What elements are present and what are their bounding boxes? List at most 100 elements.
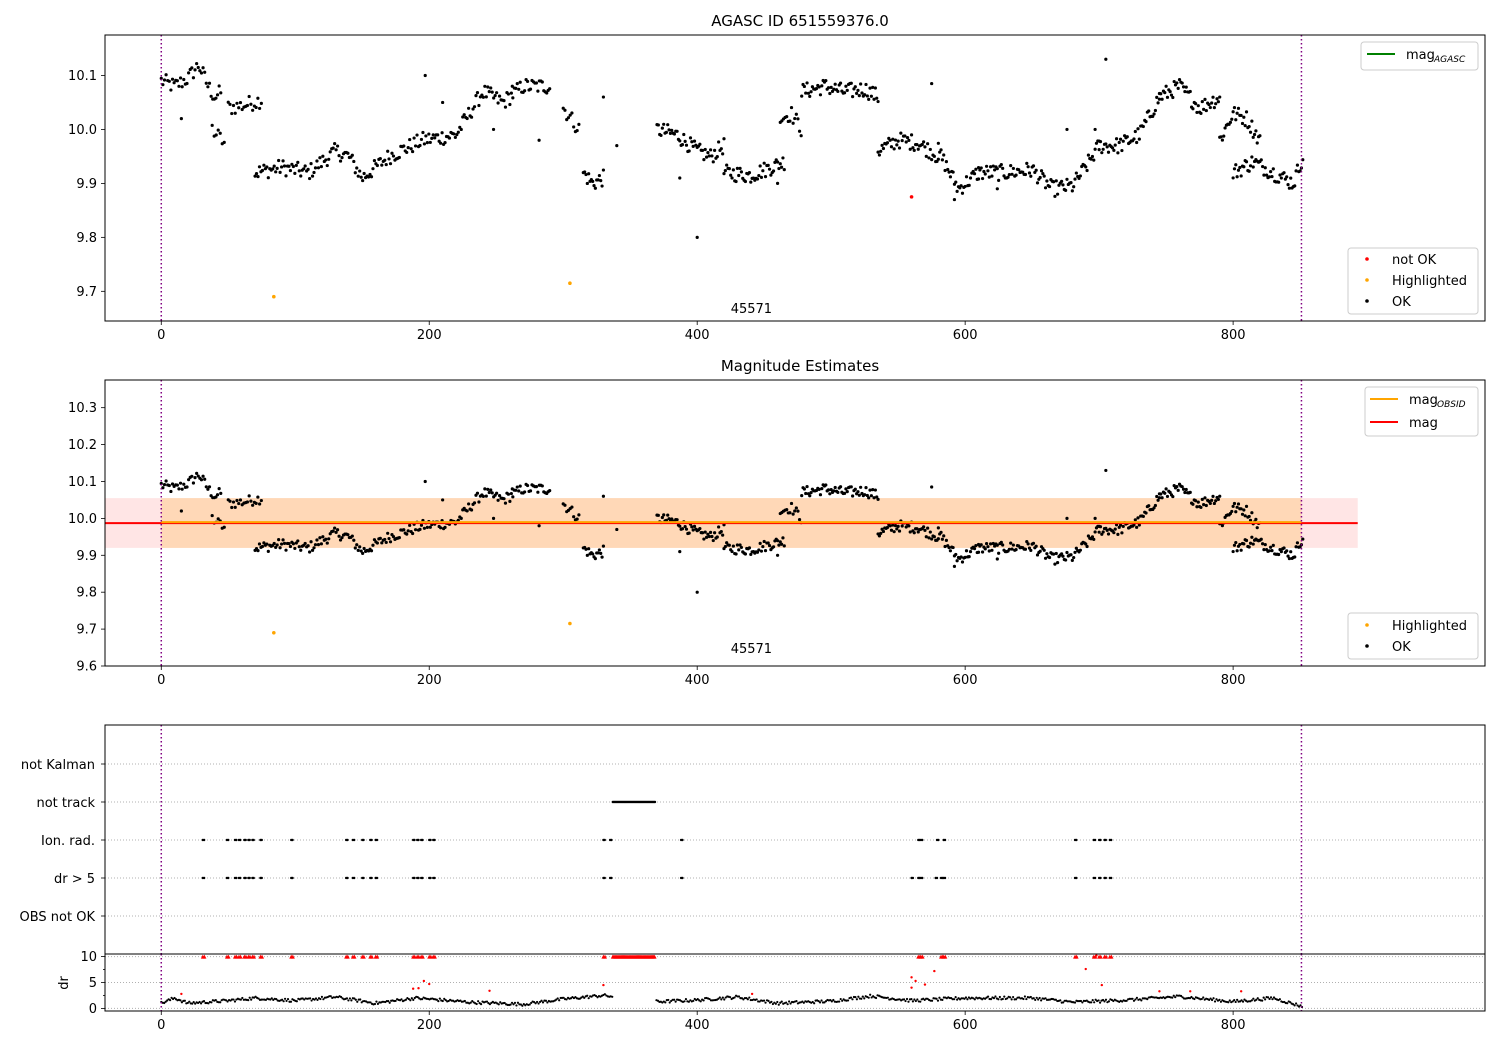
ok-point <box>761 545 765 549</box>
ok-point <box>869 94 873 98</box>
ok-point <box>378 156 382 161</box>
ok-point <box>1092 537 1096 541</box>
dr-point <box>194 1002 197 1005</box>
ok-point <box>758 541 762 545</box>
ok-point <box>951 545 955 550</box>
ok-point <box>1271 167 1275 171</box>
ok-point <box>1112 148 1116 152</box>
ok-point <box>525 483 530 488</box>
obsid-label: 45571 <box>731 642 772 657</box>
ok-point <box>199 71 204 75</box>
ok-point <box>179 509 183 513</box>
ok-point <box>664 130 668 134</box>
ok-point <box>715 155 719 159</box>
ok-point <box>1069 181 1073 185</box>
ok-point <box>853 487 857 491</box>
ok-point <box>789 501 794 506</box>
ok-point <box>1242 542 1246 546</box>
ok-point <box>353 171 357 175</box>
ok-point <box>722 137 726 141</box>
dr-point <box>590 995 593 998</box>
ok-point <box>380 541 384 545</box>
dr-point <box>441 999 444 1003</box>
dr-point <box>569 997 573 1000</box>
dr-point <box>1289 1001 1292 1004</box>
ok-point <box>1035 181 1040 185</box>
flag-point <box>370 838 373 842</box>
ok-point <box>217 84 221 88</box>
ok-point <box>1267 175 1271 179</box>
ok-point <box>1105 528 1109 532</box>
ok-point <box>775 539 780 543</box>
ok-point <box>690 525 694 529</box>
dr-point <box>388 1001 391 1004</box>
ok-point <box>316 166 321 170</box>
ok-point <box>577 513 581 517</box>
ok-point <box>979 166 983 170</box>
ok-point <box>492 96 496 100</box>
ok-point <box>475 491 480 495</box>
dr-point <box>170 996 173 999</box>
ok-point <box>1038 549 1042 553</box>
dr-point <box>684 998 688 1001</box>
dr-point <box>1094 998 1097 1001</box>
dr-point <box>998 995 1001 999</box>
dr-point <box>870 996 873 999</box>
ok-point <box>1250 119 1254 123</box>
ok-point <box>1250 535 1254 539</box>
flag-point <box>653 800 657 804</box>
ok-point <box>465 509 469 513</box>
ok-point <box>936 141 940 145</box>
ok-point <box>271 167 275 171</box>
ok-point <box>254 501 258 505</box>
dr-point <box>313 998 316 1001</box>
ok-point <box>1242 115 1246 119</box>
ok-point <box>328 150 332 154</box>
ok-point <box>990 174 994 178</box>
ok-point <box>927 536 931 540</box>
ok-point <box>826 488 831 492</box>
ok-point <box>585 181 589 186</box>
ok-point <box>1293 184 1297 188</box>
ok-point <box>321 154 325 158</box>
ok-point <box>1234 163 1238 167</box>
x-tick-label: 800 <box>1221 673 1246 688</box>
ok-point <box>926 526 930 530</box>
ok-point <box>1289 176 1293 180</box>
dr-point <box>1146 998 1149 1001</box>
dr-point <box>528 1003 531 1006</box>
ok-point <box>938 150 942 154</box>
ok-point <box>1244 110 1249 114</box>
ok-point <box>1232 543 1237 547</box>
ok-point <box>1200 99 1204 104</box>
ok-point <box>203 477 207 481</box>
ok-point <box>587 547 591 551</box>
ok-point <box>762 539 766 544</box>
ok-point <box>885 525 890 530</box>
ok-point <box>1114 137 1119 141</box>
ok-point <box>659 133 663 138</box>
ok-point <box>915 143 919 147</box>
ok-point <box>254 172 259 176</box>
ok-point <box>180 487 184 491</box>
ok-point <box>419 137 424 142</box>
ok-point <box>1279 550 1283 554</box>
ok-point <box>210 513 214 518</box>
ok-point <box>980 550 985 554</box>
legend-label: mag <box>1406 48 1435 63</box>
dr-point <box>310 999 313 1002</box>
ok-point <box>980 176 985 181</box>
ok-point <box>777 543 781 547</box>
ok-point <box>199 478 204 482</box>
dr-point <box>354 998 357 1001</box>
ok-point <box>1215 97 1219 101</box>
ok-point <box>1282 171 1286 175</box>
ok-point <box>928 147 932 152</box>
ok-point <box>182 77 186 82</box>
ok-point <box>496 101 500 105</box>
dr-point <box>1032 997 1035 1000</box>
ok-point <box>572 515 576 519</box>
ok-point <box>1053 562 1057 566</box>
ok-point <box>1181 85 1186 89</box>
ok-point <box>615 527 619 532</box>
